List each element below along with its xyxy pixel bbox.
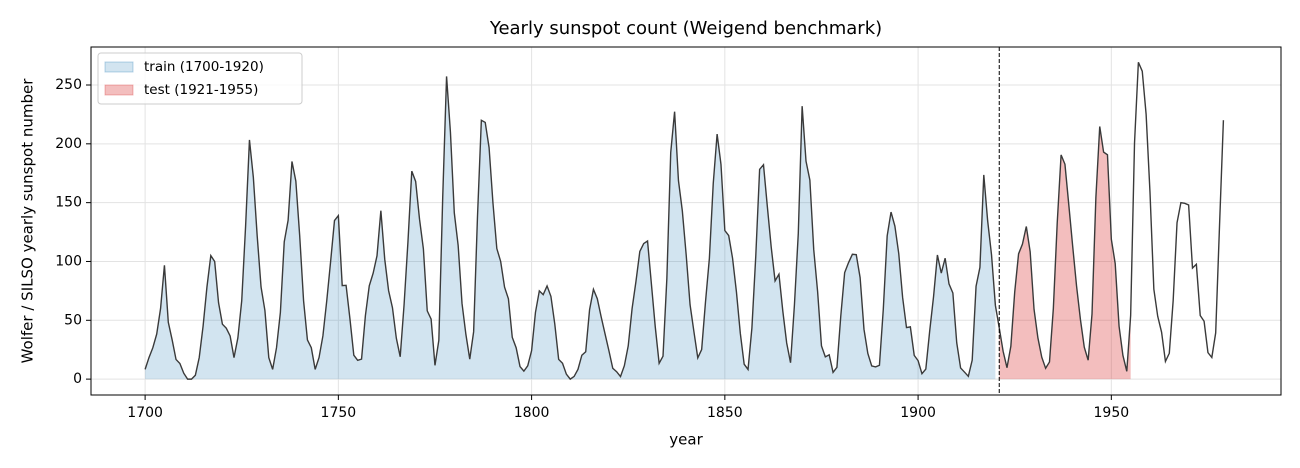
x-tick-label: 1950	[1094, 405, 1130, 421]
area-1	[999, 126, 1131, 380]
x-tick-label: 1750	[321, 405, 357, 421]
x-tick-label: 1900	[900, 405, 936, 421]
chart-title: Yearly sunspot count (Weigend benchmark)	[489, 18, 882, 39]
legend-swatch	[104, 61, 134, 73]
y-tick-label: 150	[55, 195, 82, 211]
x-tick-label: 1700	[127, 405, 163, 421]
data-line	[144, 62, 1225, 381]
y-tick-label: 0	[73, 371, 82, 387]
legend-label: test (1921-1955)	[144, 82, 258, 98]
legend-label: train (1700-1920)	[144, 59, 264, 75]
x-tick-label: 1800	[514, 405, 550, 421]
y-tick-label: 100	[55, 253, 82, 269]
x-axis-label: year	[669, 431, 703, 449]
y-tick-label: 50	[64, 312, 82, 328]
x-tick-label: 1850	[707, 405, 743, 421]
legend-box	[97, 52, 303, 105]
y-tick-label: 250	[55, 77, 82, 93]
plot-frame	[90, 46, 1282, 396]
legend-swatch	[104, 84, 134, 96]
y-tick-label: 200	[55, 136, 82, 152]
y-axis-label: Wolfer / SILSO yearly sunspot number	[19, 78, 37, 364]
area-0	[145, 76, 996, 380]
